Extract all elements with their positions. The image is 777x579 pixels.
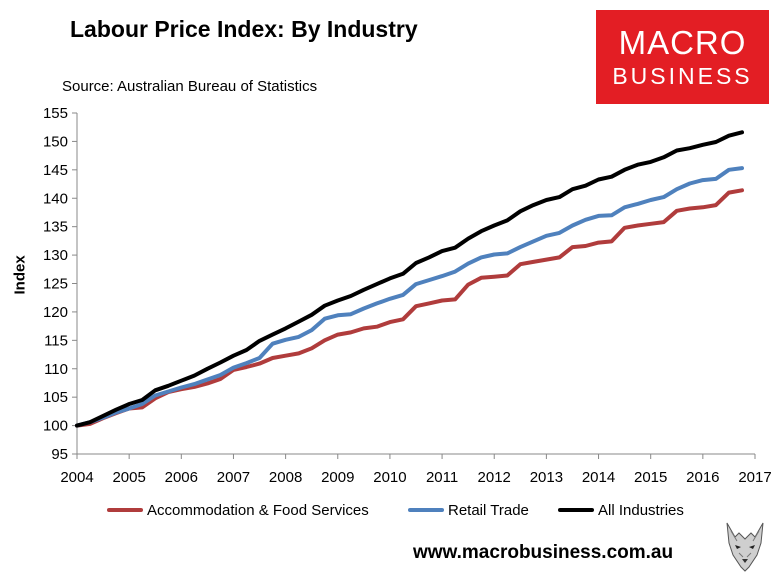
- logo-line-1: MACRO: [618, 24, 747, 61]
- x-tick-label: 2015: [634, 469, 667, 486]
- y-tick-label: 125: [43, 276, 68, 293]
- x-tick-label: 2012: [478, 469, 511, 486]
- x-tick-labels: 2004 2005 2006 2007 2008 2009 2010 2011 2012 2013…: [60, 454, 772, 486]
- chart-title: Labour Price Index: By Industry: [70, 16, 418, 42]
- y-tick-label: 110: [44, 361, 68, 378]
- line-chart: 95 100 105 110 115 120 125 130 135 140 145 150 155 2…: [43, 105, 772, 486]
- legend-swatch-accommodation: [107, 508, 143, 512]
- y-tick-label: 135: [43, 219, 68, 236]
- macrobusiness-logo: MACRO BUSINESS: [596, 10, 769, 104]
- series-line-all: [75, 130, 744, 428]
- x-tick-label: 2011: [426, 469, 458, 486]
- series-line-retail: [75, 166, 744, 428]
- x-tick-label: 2010: [373, 469, 406, 486]
- x-tick-label: 2006: [165, 469, 198, 486]
- x-tick-label: 2009: [321, 469, 354, 486]
- x-tick-label: 2017: [738, 469, 771, 486]
- legend-item-retail: Retail Trade: [408, 500, 529, 520]
- y-tick-label: 115: [44, 332, 68, 349]
- y-tick-label: 155: [43, 105, 68, 122]
- legend-swatch-retail: [408, 508, 444, 512]
- legend-item-accommodation: Accommodation & Food Services: [107, 500, 369, 520]
- x-tick-label: 2007: [217, 469, 250, 486]
- y-tick-label: 120: [43, 304, 68, 321]
- logo-line-2: BUSINESS: [612, 63, 753, 89]
- y-tick-label: 145: [43, 162, 68, 179]
- y-tick-label: 95: [51, 446, 68, 463]
- x-tick-label: 2013: [530, 469, 563, 486]
- x-tick-label: 2016: [686, 469, 719, 486]
- wolf-logo-icon: [721, 517, 769, 573]
- x-tick-label: 2008: [269, 469, 302, 486]
- legend-item-all: All Industries: [558, 500, 684, 520]
- chart-legend: Accommodation & Food Services Retail Tra…: [0, 500, 777, 520]
- x-tick-label: 2005: [112, 469, 145, 486]
- series-line-accommodation: [75, 188, 744, 428]
- y-tick-label: 130: [43, 247, 68, 264]
- chart-series: [75, 130, 744, 428]
- y-tick-label: 100: [43, 418, 68, 435]
- website-url: www.macrobusiness.com.au: [413, 542, 674, 563]
- legend-label-all: All Industries: [598, 501, 684, 519]
- legend-swatch-all: [558, 508, 594, 512]
- x-tick-label: 2004: [60, 469, 93, 486]
- y-tick-labels: 95 100 105 110 115 120 125 130 135 140 145 150 155: [43, 105, 77, 463]
- x-tick-label: 2014: [582, 469, 615, 486]
- source-note: Source: Australian Bureau of Statistics: [62, 78, 318, 95]
- y-tick-label: 105: [43, 389, 68, 406]
- y-tick-label: 150: [43, 133, 68, 150]
- legend-label-retail: Retail Trade: [448, 501, 529, 519]
- y-tick-label: 140: [43, 190, 68, 207]
- legend-label-accommodation: Accommodation & Food Services: [147, 501, 369, 519]
